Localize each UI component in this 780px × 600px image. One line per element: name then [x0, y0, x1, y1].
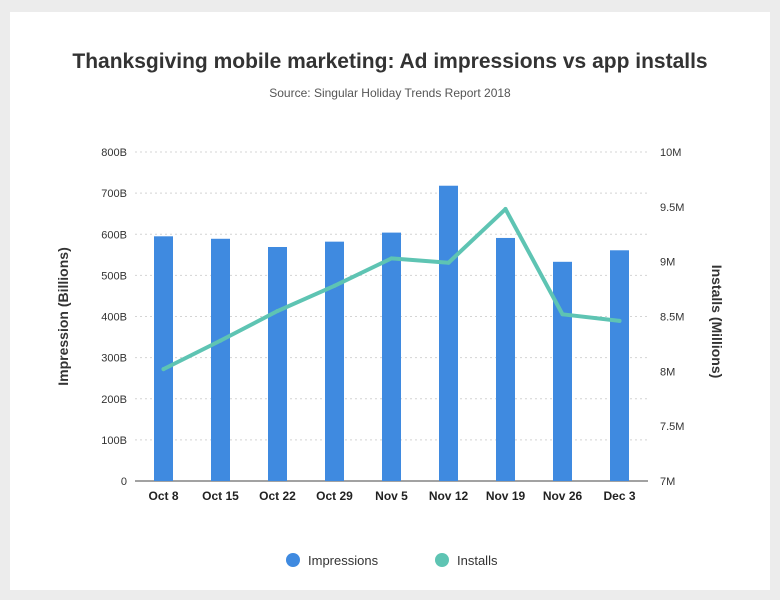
bar-impressions[interactable]	[439, 185, 458, 481]
left-tick-label: 400B	[101, 312, 127, 324]
left-tick-label: 700B	[101, 188, 127, 200]
legend-marker-impressions	[286, 553, 300, 567]
right-tick-label: 9M	[660, 257, 675, 269]
x-tick-label: Nov 19	[486, 489, 526, 503]
point-installs	[332, 283, 337, 288]
left-tick-label: 200B	[101, 394, 127, 406]
left-tick-label: 800B	[101, 147, 127, 159]
left-tick-label: 100B	[101, 435, 127, 447]
legend-marker-installs	[435, 553, 449, 567]
left-tick-label: 500B	[101, 270, 127, 282]
x-tick-label: Oct 22	[259, 489, 296, 503]
bar-impressions[interactable]	[610, 250, 629, 481]
left-tick-label: 0	[121, 476, 127, 488]
legend-label-impressions[interactable]: Impressions	[308, 553, 379, 568]
left-axis-ticks: 0 100B 200B 300B 400B 500B 600B 700B 800B	[101, 147, 127, 488]
x-tick-label: Nov 5	[375, 489, 408, 503]
chart-card: Thanksgiving mobile marketing: Ad impres…	[10, 12, 770, 590]
x-tick-label: Dec 3	[603, 489, 635, 503]
bar-impressions[interactable]	[382, 232, 401, 481]
point-installs	[503, 207, 508, 212]
right-tick-label: 10M	[660, 147, 681, 159]
right-tick-label: 7.5M	[660, 421, 684, 433]
x-tick-label: Nov 12	[429, 489, 469, 503]
chart-title: Thanksgiving mobile marketing: Ad impres…	[72, 50, 708, 73]
right-axis-title: Installs (Millions)	[709, 265, 725, 379]
bar-impressions[interactable]	[553, 261, 572, 481]
point-installs	[617, 318, 622, 323]
chart-subtitle: Source: Singular Holiday Trends Report 2…	[269, 86, 511, 100]
bar-impressions[interactable]	[268, 246, 287, 481]
point-installs	[218, 338, 223, 343]
installs-line	[161, 207, 622, 372]
point-installs	[560, 312, 565, 317]
bar-impressions[interactable]	[154, 236, 173, 481]
x-tick-label: Oct 8	[148, 489, 178, 503]
bar-impressions[interactable]	[496, 237, 515, 481]
right-tick-label: 8.5M	[660, 312, 684, 324]
x-axis-ticks: Oct 8 Oct 15 Oct 22 Oct 29 Nov 5 Nov 12 Nov 19…	[148, 489, 635, 503]
point-installs	[446, 260, 451, 265]
right-tick-label: 9.5M	[660, 202, 684, 214]
x-tick-label: Oct 29	[316, 489, 353, 503]
legend-label-installs[interactable]: Installs	[457, 553, 498, 568]
point-installs	[389, 256, 394, 261]
left-tick-label: 300B	[101, 353, 127, 365]
bar-impressions[interactable]	[211, 238, 230, 481]
legend[interactable]: Impressions Installs	[286, 553, 498, 568]
right-tick-label: 7M	[660, 476, 675, 488]
point-installs	[275, 309, 280, 314]
point-installs	[161, 367, 166, 372]
bar-impressions[interactable]	[325, 241, 344, 481]
right-tick-label: 8M	[660, 366, 675, 378]
x-tick-label: Nov 26	[543, 489, 583, 503]
impressions-bars	[154, 185, 629, 481]
left-axis-title: Impression (Billions)	[55, 247, 71, 385]
x-tick-label: Oct 15	[202, 489, 239, 503]
right-axis-ticks: 7M 7.5M 8M 8.5M 9M 9.5M 10M	[660, 147, 684, 488]
left-tick-label: 600B	[101, 229, 127, 241]
